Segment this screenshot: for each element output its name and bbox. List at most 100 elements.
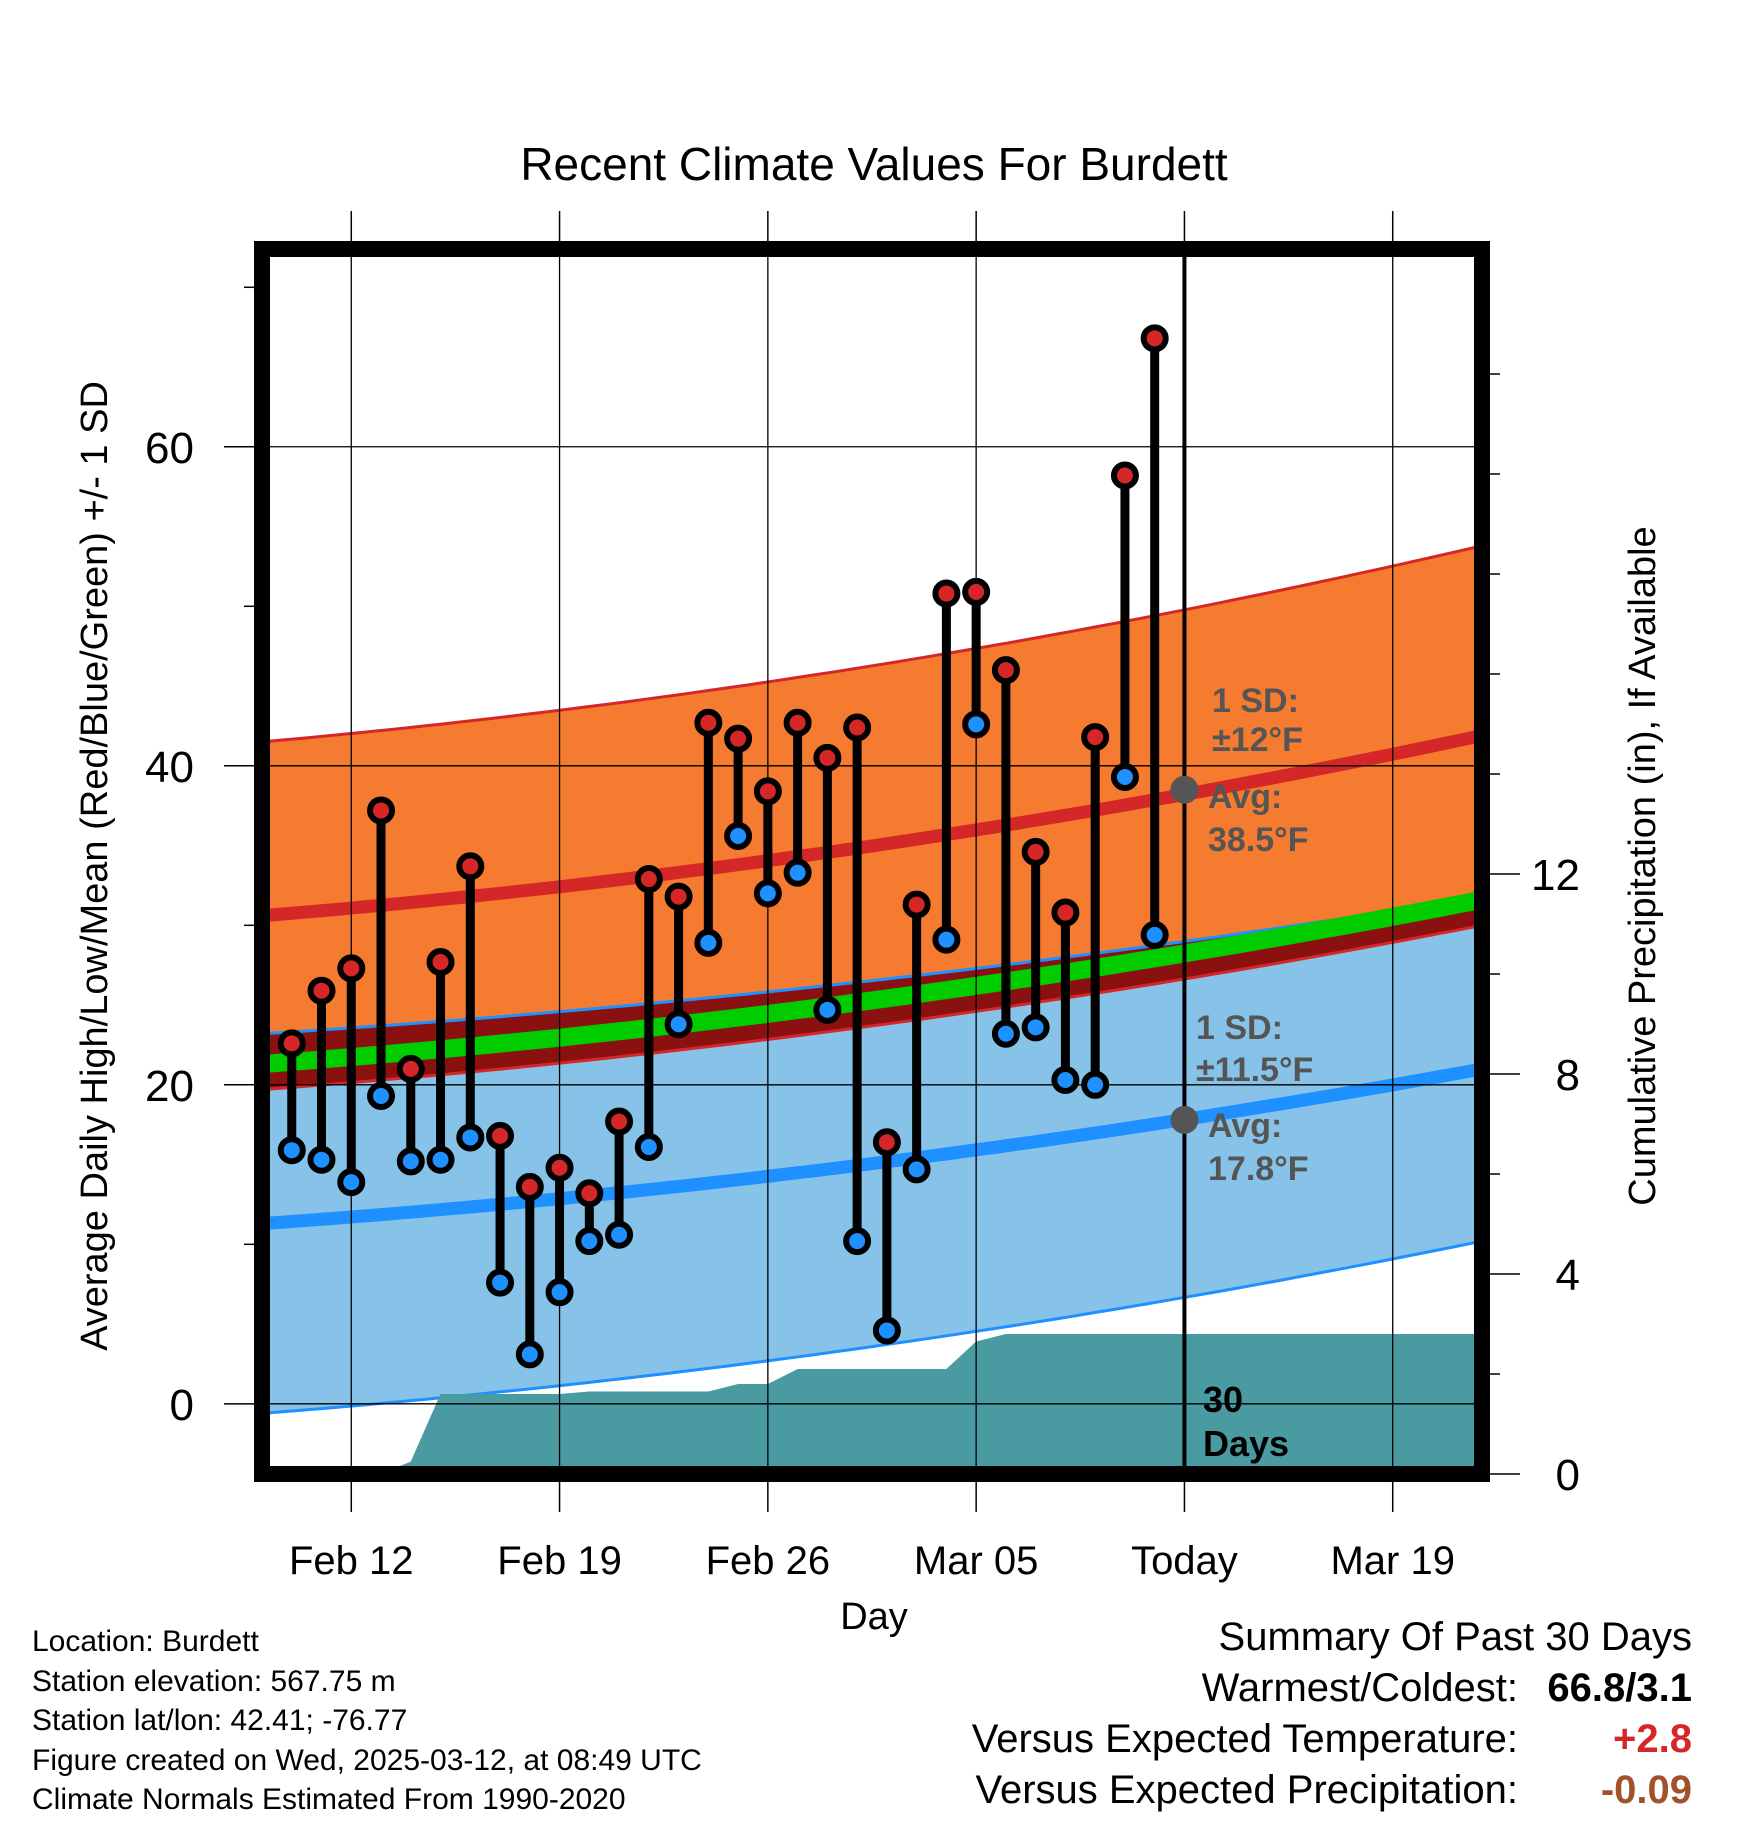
daily-low-point (932, 925, 961, 954)
daily-high-point (1081, 723, 1110, 752)
daily-low-point (664, 1010, 693, 1039)
daily-high-point (337, 954, 366, 983)
plot-inner (262, 249, 1482, 1474)
daily-low-point (367, 1081, 396, 1110)
x-tick-label: Mar 05 (914, 1539, 1039, 1583)
daily-low-point (426, 1145, 455, 1174)
daily-low-point (545, 1278, 574, 1307)
temp-departure-value: +2.8 (1613, 1717, 1692, 1761)
daily-high-point (634, 865, 663, 894)
period-label-number: 30 (1203, 1379, 1243, 1420)
elevation-text: Station elevation: 567.75 m (32, 1664, 396, 1698)
high-avg-annotation: Avg: (1208, 778, 1282, 816)
latlon-text: Station lat/lon: 42.41; -76.77 (32, 1704, 408, 1737)
daily-low-point (396, 1147, 425, 1176)
summary-precip-row: Versus Expected Precipitation: -0.09 (972, 1765, 1692, 1816)
chart-title: Recent Climate Values For Burdett (520, 138, 1228, 190)
period-label-days: Days (1203, 1423, 1289, 1464)
daily-low-point (1081, 1070, 1110, 1099)
daily-high-point (813, 743, 842, 772)
daily-high-point (783, 708, 812, 737)
daily-high-point (902, 890, 931, 919)
avg-high-line (262, 729, 1482, 923)
daily-low-point (902, 1155, 931, 1184)
daily-low-point (783, 858, 812, 887)
location-text: Location: Burdett (32, 1625, 259, 1658)
y-right-tick-label: 4 (1556, 1251, 1580, 1300)
y-left-tick-label: 0 (170, 1381, 194, 1430)
avg-low-line (262, 1062, 1482, 1231)
daily-low-point (813, 995, 842, 1024)
y-left-tick-label: 40 (145, 743, 194, 792)
y-axis-right-label: Cumulative Precipitation (in), If Availa… (1622, 526, 1664, 1205)
x-axis-label: Day (840, 1596, 908, 1638)
high-sd-upper-line (262, 544, 1482, 744)
station-info: Location: Burdett Station elevation: 567… (32, 1622, 702, 1820)
daily-low-point (575, 1227, 604, 1256)
daily-high-point (932, 579, 961, 608)
daily-high-point (426, 947, 455, 976)
precip-departure-label: Versus Expected Precipitation: (975, 1768, 1518, 1812)
x-tick-label: Today (1131, 1539, 1238, 1583)
daily-low-point (843, 1227, 872, 1256)
daily-high-point (962, 577, 991, 606)
daily-low-point (486, 1268, 515, 1297)
daily-high-point (991, 656, 1020, 685)
daily-low-point (1140, 920, 1169, 949)
daily-low-point (694, 928, 723, 957)
daily-high-point (872, 1128, 901, 1157)
y-right-tick-label: 0 (1556, 1451, 1580, 1500)
low-sd-annotation: 1 SD: (1196, 1009, 1283, 1047)
daily-low-point (1110, 762, 1139, 791)
summary-temp-row: Versus Expected Temperature: +2.8 (972, 1714, 1692, 1765)
daily-low-point (605, 1220, 634, 1249)
daily-high-point (724, 724, 753, 753)
low-avg-annotation: Avg: (1208, 1107, 1282, 1145)
today-avg-low-marker (1170, 1105, 1199, 1134)
y-axis-left-label: Average Daily High/Low/Mean (Red/Blue/Gr… (74, 381, 116, 1351)
daily-high-point (545, 1153, 574, 1182)
y-right-tick-label: 12 (1531, 851, 1580, 900)
y-left-tick-label: 60 (145, 424, 194, 473)
daily-high-point (277, 1029, 306, 1058)
daily-low-point (1051, 1066, 1080, 1095)
daily-low-point (962, 710, 991, 739)
plot-frame (254, 241, 1490, 1482)
daily-high-point (515, 1172, 544, 1201)
low-sd-value-annotation: ±11.5°F (1196, 1051, 1313, 1089)
y-left-tick-label: 20 (145, 1062, 194, 1111)
daily-high-point (1110, 461, 1139, 490)
daily-high-point (486, 1121, 515, 1150)
daily-low-point (634, 1133, 663, 1162)
avg-mean-line (262, 890, 1482, 1074)
daily-high-point (694, 708, 723, 737)
daily-low-point (307, 1145, 336, 1174)
daily-high-point (605, 1107, 634, 1136)
daily-high-point (456, 852, 485, 881)
daily-low-point (753, 879, 782, 908)
daily-high-point (396, 1054, 425, 1083)
today-avg-high-marker (1170, 775, 1199, 804)
low-avg-value-annotation: 17.8°F (1208, 1150, 1309, 1188)
daily-low-point (1021, 1013, 1050, 1042)
daily-high-point (307, 976, 336, 1005)
daily-low-point (991, 1019, 1020, 1048)
x-tick-label: Feb 19 (497, 1539, 622, 1583)
temp-departure-label: Versus Expected Temperature: (971, 1717, 1518, 1761)
summary-title: Summary Of Past 30 Days (1218, 1615, 1692, 1659)
warmest-coldest-value: 66.8/3.1 (1547, 1666, 1692, 1710)
daily-low-point (337, 1168, 366, 1197)
precip-departure-value: -0.09 (1600, 1768, 1692, 1812)
daily-high-point (1051, 898, 1080, 927)
y-right-tick-label: 8 (1556, 1051, 1580, 1100)
daily-low-point (724, 821, 753, 850)
summary-panel: Summary Of Past 30 Days Warmest/Coldest:… (972, 1612, 1692, 1816)
daily-low-point (456, 1123, 485, 1152)
daily-low-point (277, 1136, 306, 1165)
high-sd-value-annotation: ±12°F (1212, 721, 1303, 759)
x-tick-label: Feb 12 (289, 1539, 414, 1583)
daily-low-point (515, 1340, 544, 1369)
daily-high-point (367, 796, 396, 825)
daily-high-point (664, 882, 693, 911)
